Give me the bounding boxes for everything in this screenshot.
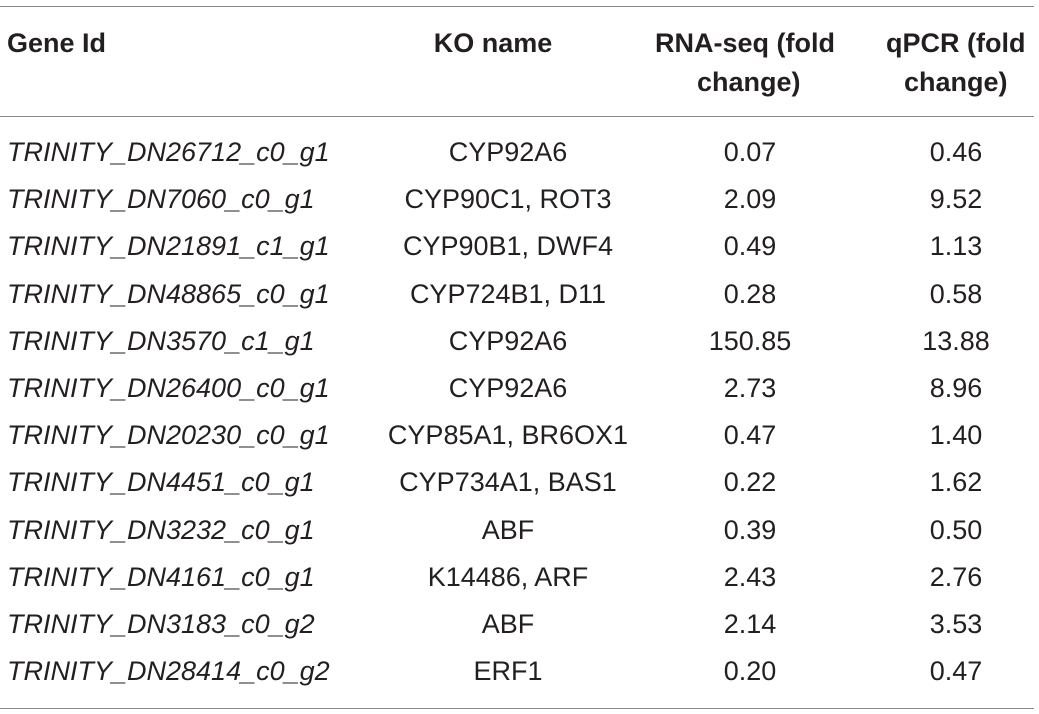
qpcr-cell: 0.58	[929, 278, 983, 309]
rna-seq-cell: 0.22	[723, 467, 777, 498]
qpcr-cell: 1.13	[929, 231, 983, 262]
table-row: TRINITY_DN20230_c0_g1 CYP85A1, BR6OX1 0.47…	[0, 412, 1039, 459]
ko-name-cell: ABF	[481, 514, 535, 545]
qpcr-cell: 0.46	[929, 137, 983, 167]
header-ko-name-label: KO name	[433, 28, 553, 58]
header-gene-id-label: Gene Id	[7, 28, 107, 58]
rna-seq-cell: 0.07	[723, 137, 777, 167]
gene-id-cell: TRINITY_DN26712_c0_g1	[7, 137, 330, 167]
table-row: TRINITY_DN28414_c0_g2 ERF1 0.20 0.47	[0, 648, 1039, 695]
gene-id-cell: TRINITY_DN28414_c0_g2	[7, 656, 330, 687]
header-qpcr: qPCR (fold change)	[886, 24, 1036, 102]
qpcr-cell: 0.47	[929, 656, 983, 687]
gene-id-cell: TRINITY_DN3183_c0_g2	[7, 609, 315, 639]
ko-name-cell: CYP734A1, BAS1	[399, 467, 617, 498]
ko-name-cell: K14486, ARF	[427, 561, 589, 592]
ko-name-cell: ERF1	[473, 656, 543, 687]
gene-id-cell: TRINITY_DN4451_c0_g1	[7, 467, 315, 498]
rna-seq-cell: 2.14	[723, 609, 777, 639]
qpcr-cell: 1.40	[929, 420, 983, 451]
gene-id-cell: TRINITY_DN21891_c1_g1	[7, 231, 330, 262]
header-ko-name: KO name	[408, 24, 578, 63]
ko-name-cell: ABF	[481, 609, 535, 639]
qpcr-cell: 2.76	[929, 561, 983, 592]
gene-id-cell: TRINITY_DN3570_c1_g1	[7, 325, 315, 356]
header-rna-seq: RNA-seq (fold change)	[655, 24, 855, 102]
table-top-rule	[0, 6, 1034, 7]
rna-seq-cell: 2.73	[723, 373, 777, 403]
ko-name-cell: CYP92A6	[448, 325, 568, 356]
ko-name-cell: CYP90C1, ROT3	[404, 184, 612, 215]
header-gene-id: Gene Id	[7, 24, 106, 63]
qpcr-cell: 13.88	[922, 325, 990, 356]
ko-name-cell: CYP92A6	[448, 137, 568, 167]
ko-name-cell: CYP90B1, DWF4	[402, 231, 614, 262]
rna-seq-cell: 0.49	[723, 231, 777, 262]
qpcr-cell: 1.62	[929, 467, 983, 498]
qpcr-cell: 0.50	[929, 514, 983, 545]
rna-seq-cell: 0.20	[723, 656, 777, 687]
header-rna-seq-line1: RNA-seq (fold	[655, 28, 835, 58]
table-row: TRINITY_DN3570_c1_g1 CYP92A6 150.85 13.88	[0, 318, 1039, 365]
rna-seq-cell: 150.85	[708, 325, 792, 356]
gene-id-cell: TRINITY_DN26400_c0_g1	[7, 373, 330, 403]
gene-id-cell: TRINITY_DN20230_c0_g1	[7, 420, 330, 451]
table-header-rule	[0, 116, 1034, 117]
table-row: TRINITY_DN21891_c1_g1 CYP90B1, DWF4 0.49 1.…	[0, 223, 1039, 270]
table-row: TRINITY_DN48865_c0_g1 CYP724B1, D11 0.28 0.…	[0, 271, 1039, 318]
header-qpcr-line1: qPCR (fold	[886, 28, 1026, 58]
ko-name-cell: CYP92A6	[448, 373, 568, 403]
gene-id-cell: TRINITY_DN48865_c0_g1	[7, 278, 330, 309]
table-row: TRINITY_DN26712_c0_g1 CYP92A6 0.07 0.46	[0, 129, 1039, 176]
gene-id-cell: TRINITY_DN3232_c0_g1	[7, 514, 315, 545]
header-rna-seq-line2: change)	[697, 67, 801, 97]
table-row: TRINITY_DN4451_c0_g1 CYP734A1, BAS1 0.22 1.…	[0, 459, 1039, 506]
table-row: TRINITY_DN7060_c0_g1 CYP90C1, ROT3 2.09 9.5…	[0, 176, 1039, 223]
rna-seq-cell: 2.43	[723, 561, 777, 592]
table-row: TRINITY_DN26400_c0_g1 CYP92A6 2.73 8.96	[0, 365, 1039, 412]
rna-seq-cell: 2.09	[723, 184, 777, 215]
table-row: TRINITY_DN3183_c0_g2 ABF 2.14 3.53	[0, 601, 1039, 648]
rna-seq-cell: 0.39	[723, 514, 777, 545]
qpcr-cell: 8.96	[929, 373, 983, 403]
header-qpcr-line2: change)	[904, 67, 1008, 97]
gene-id-cell: TRINITY_DN7060_c0_g1	[7, 184, 315, 215]
ko-name-cell: CYP724B1, D11	[409, 278, 607, 309]
table-row: TRINITY_DN3232_c0_g1 ABF 0.39 0.50	[0, 507, 1039, 554]
rna-seq-cell: 0.47	[723, 420, 777, 451]
table-row: TRINITY_DN4161_c0_g1 K14486, ARF 2.43 2.76	[0, 554, 1039, 601]
table-bottom-rule	[0, 708, 1034, 709]
ko-name-cell: CYP85A1, BR6OX1	[387, 420, 629, 451]
qpcr-cell: 3.53	[929, 609, 983, 639]
rna-seq-cell: 0.28	[723, 278, 777, 309]
gene-id-cell: TRINITY_DN4161_c0_g1	[7, 561, 315, 592]
qpcr-cell: 9.52	[929, 184, 983, 215]
